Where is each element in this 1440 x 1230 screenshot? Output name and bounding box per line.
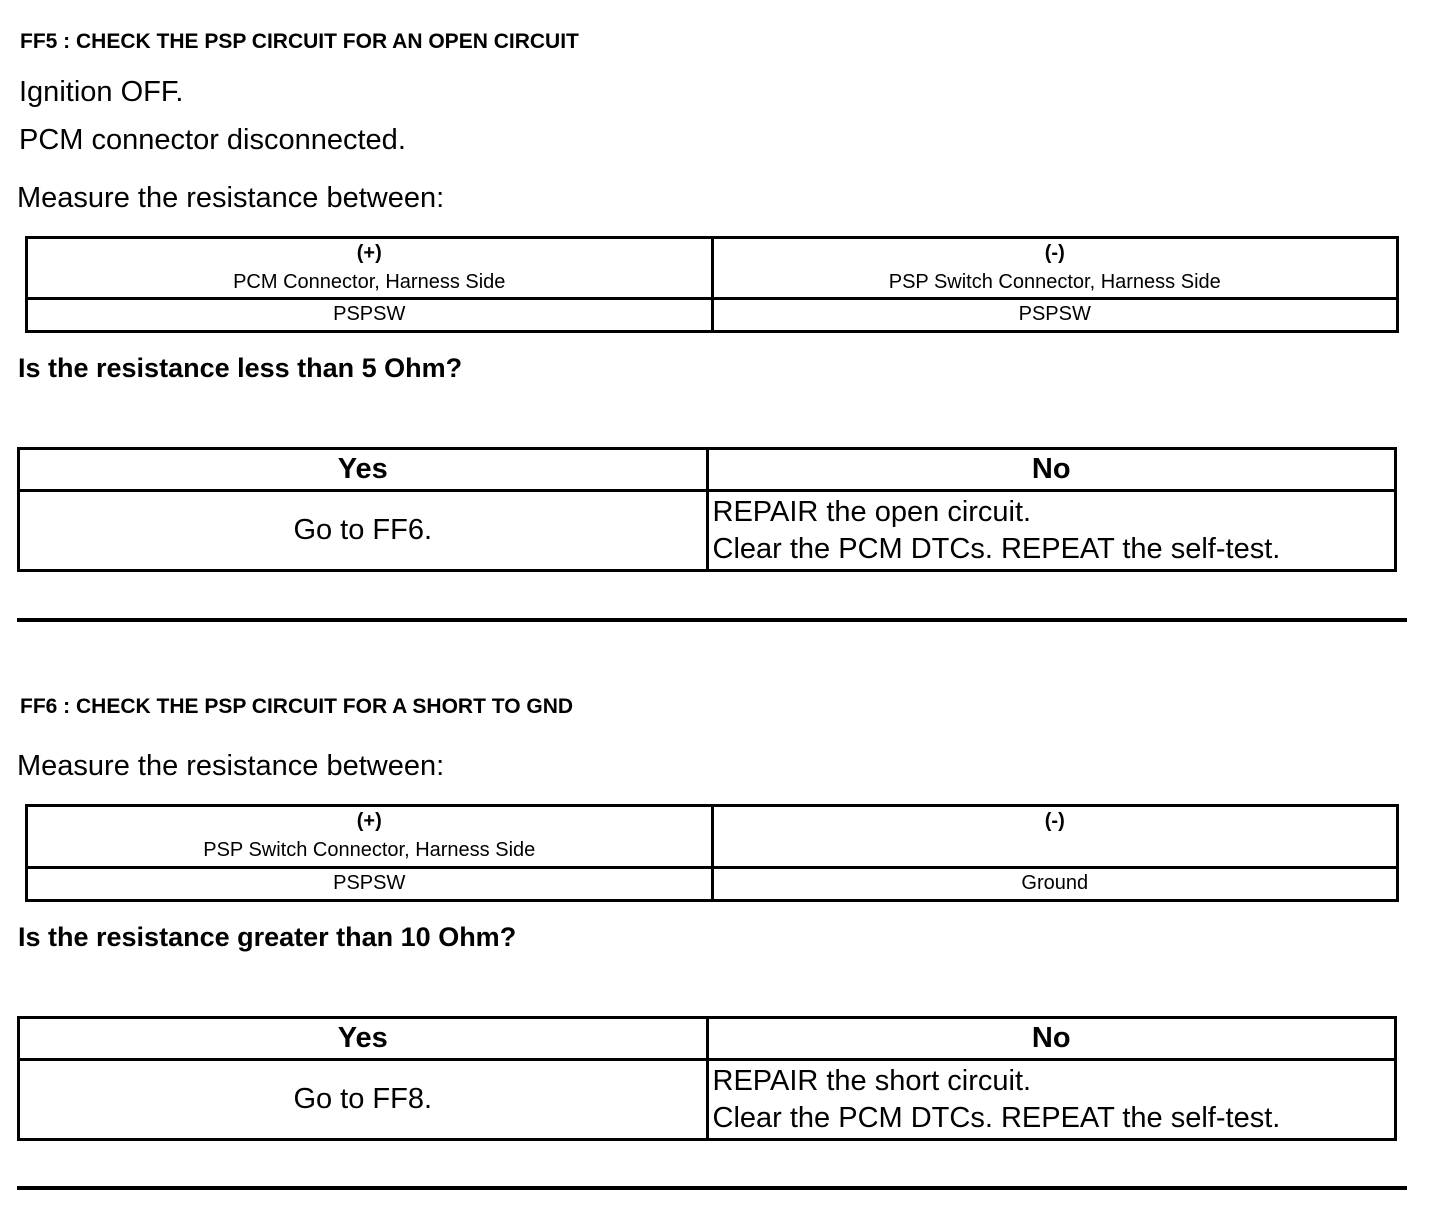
condition-connector: PCM connector disconnected. <box>19 124 406 156</box>
section-divider <box>17 618 1407 622</box>
condition-ignition: Ignition OFF. <box>19 76 184 108</box>
yes-header: Yes <box>17 1016 709 1061</box>
no-action: REPAIR the open circuit. Clear the PCM DT… <box>705 489 1397 572</box>
measure-label: Measure the resistance between: <box>17 750 445 782</box>
result-table-ff6: Yes No Go to FF8. REPAIR the short circu… <box>17 1016 1397 1141</box>
no-header: No <box>705 1016 1397 1061</box>
plus-terminal-header: (+) PSP Switch Connector, Harness Side <box>25 804 714 869</box>
measure-label: Measure the resistance between: <box>17 182 445 214</box>
no-action: REPAIR the short circuit. Clear the PCM D… <box>705 1058 1397 1141</box>
section-divider <box>17 1186 1407 1190</box>
section-title-ff5: FF5 : CHECK THE PSP CIRCUIT FOR AN OPEN … <box>20 30 579 53</box>
question-ff6: Is the resistance greater than 10 Ohm? <box>18 922 517 952</box>
minus-pin: Ground <box>710 866 1399 902</box>
no-header: No <box>705 447 1397 492</box>
minus-terminal-header: (-) PSP Switch Connector, Harness Side <box>710 236 1399 300</box>
question-ff5: Is the resistance less than 5 Ohm? <box>18 353 463 383</box>
measure-table-ff6: (+) PSP Switch Connector, Harness Side (-… <box>25 804 1399 902</box>
minus-terminal-header: (-) <box>710 804 1399 869</box>
minus-pin: PSPSW <box>710 297 1399 333</box>
plus-pin: PSPSW <box>25 866 714 902</box>
measure-table-ff5: (+) PCM Connector, Harness Side (-) PSP Sw… <box>25 236 1399 333</box>
yes-action: Go to FF8. <box>17 1058 709 1141</box>
yes-header: Yes <box>17 447 709 492</box>
plus-terminal-header: (+) PCM Connector, Harness Side <box>25 236 714 300</box>
yes-action: Go to FF6. <box>17 489 709 572</box>
result-table-ff5: Yes No Go to FF6. REPAIR the open circui… <box>17 447 1397 572</box>
section-title-ff6: FF6 : CHECK THE PSP CIRCUIT FOR A SHORT … <box>20 695 574 718</box>
plus-pin: PSPSW <box>25 297 714 333</box>
